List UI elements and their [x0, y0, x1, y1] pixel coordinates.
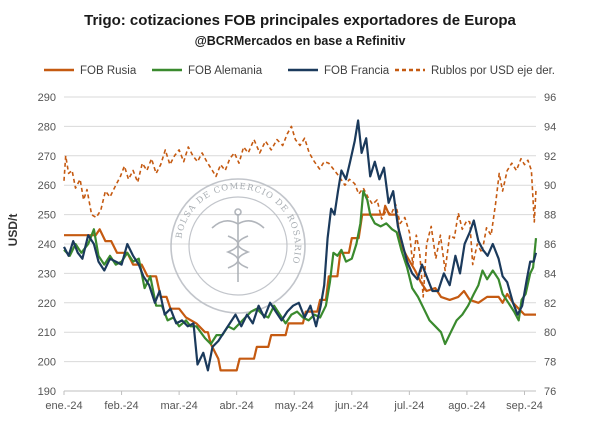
chart-title: Trigo: cotizaciones FOB principales expo… — [84, 12, 516, 29]
y-tick-label: 260 — [38, 180, 56, 192]
x-tick-label: ene.-24 — [45, 400, 82, 412]
series-line-1 — [63, 190, 538, 346]
series-group — [63, 119, 538, 372]
y2-tick-label: 80 — [544, 327, 556, 339]
x-tick-label: sep.-24 — [506, 400, 543, 412]
x-tick-label: ago.-24 — [448, 400, 485, 412]
y-tick-label: 270 — [38, 151, 56, 163]
x-tick-label: jul.-24 — [393, 400, 424, 412]
chart-subtitle: @BCRMercados en base a Refinitiv — [195, 34, 406, 48]
y-tick-label: 190 — [38, 386, 56, 398]
y-axis-right: 76 78 80 82 84 86 88 90 92 94 96 — [544, 92, 556, 398]
y2-tick-label: 86 — [544, 239, 556, 251]
y2-tick-label: 78 — [544, 357, 556, 369]
x-tick-label: feb.-24 — [104, 400, 138, 412]
y-tick-label: 290 — [38, 92, 56, 104]
legend-label: Rublos por USD eje der. — [431, 65, 555, 77]
y2-tick-label: 92 — [544, 151, 556, 163]
y-tick-label: 240 — [38, 239, 56, 251]
y-axis-left: 190 200 210 220 230 240 250 260 270 280 290 — [38, 92, 56, 398]
y-tick-label: 210 — [38, 327, 56, 339]
y2-tick-label: 88 — [544, 210, 556, 222]
legend-label: FOB Rusia — [80, 65, 137, 77]
y2-tick-label: 84 — [544, 268, 556, 280]
y2-tick-label: 82 — [544, 298, 556, 310]
legend-label: FOB Alemania — [188, 65, 263, 77]
x-tick-label: jun.-24 — [334, 400, 369, 412]
y2-tick-label: 76 — [544, 386, 556, 398]
x-axis: ene.-24 feb.-24 mar.-24 abr.-24 may.-24 jun.-… — [45, 390, 543, 412]
y2-tick-label: 96 — [544, 92, 556, 104]
legend-label: FOB Francia — [324, 65, 390, 77]
y-axis-label: USD/t — [6, 214, 20, 247]
y-tick-label: 280 — [38, 121, 56, 133]
x-tick-label: may.-24 — [275, 400, 314, 412]
y-tick-label: 220 — [38, 298, 56, 310]
y-tick-label: 250 — [38, 210, 56, 222]
x-tick-label: abr.-24 — [220, 400, 254, 412]
x-tick-label: mar.-24 — [160, 400, 197, 412]
legend: FOB Rusia FOB Alemania FOB Francia Rublos p… — [44, 65, 555, 77]
y2-tick-label: 90 — [544, 180, 556, 192]
y-tick-label: 200 — [38, 357, 56, 369]
y-tick-label: 230 — [38, 268, 56, 280]
series-line-2 — [63, 119, 538, 372]
y2-tick-label: 94 — [544, 121, 556, 133]
caduceus-icon — [211, 208, 265, 282]
